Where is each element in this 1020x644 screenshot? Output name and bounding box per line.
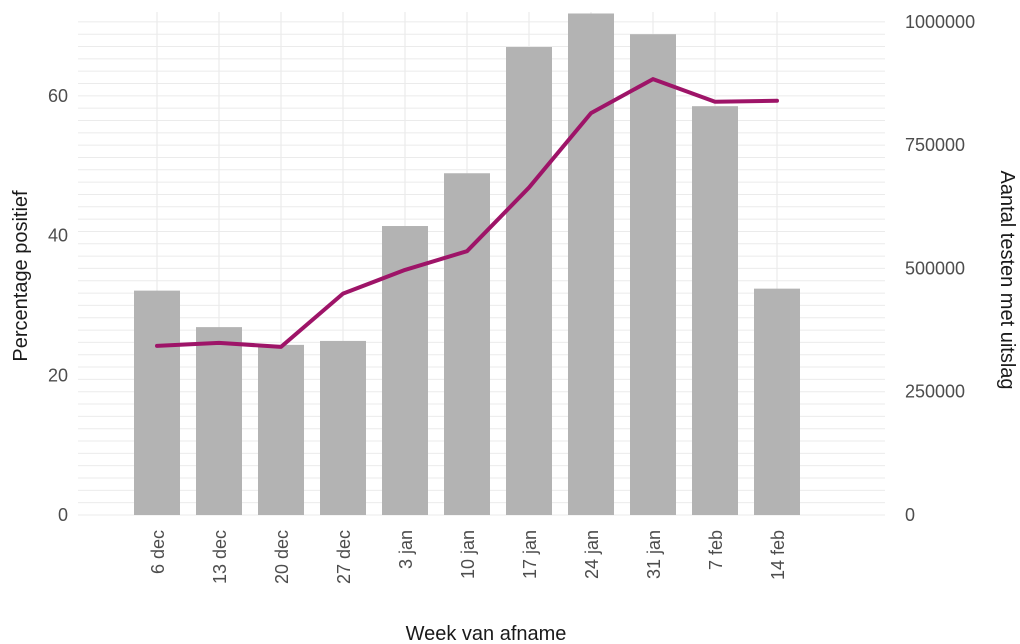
bar [754,288,800,515]
x-axis-ticks: 6 dec 13 dec 20 dec 27 dec 3 jan 10 jan 17 jan… [148,530,788,584]
left-tick-label: 40 [48,226,68,246]
right-tick-label: 1000000 [905,12,975,32]
x-axis-title: Week van afname [406,623,567,644]
left-axis-ticks: 0 20 40 60 [48,86,68,525]
bar [692,106,738,516]
bar [320,340,366,515]
left-tick-label: 60 [48,86,68,106]
left-tick-label: 20 [48,365,68,385]
bar-series [134,13,800,516]
x-tick-label: 24 jan [582,530,602,579]
x-tick-label: 14 feb [768,530,788,580]
line-series [155,77,779,349]
x-tick-label: 7 feb [706,530,726,570]
x-tick-label: 6 dec [148,530,168,574]
x-tick-label: 17 jan [520,530,540,579]
right-axis-title: Aantal testen met uitslag [996,170,1018,389]
bar [506,47,552,515]
bar [568,13,614,516]
bar [630,34,676,516]
bar [258,344,304,515]
bar [134,290,180,515]
right-tick-label: 500000 [905,258,965,278]
bar [196,327,242,515]
x-tick-label: 3 jan [396,530,416,569]
left-tick-label: 0 [58,505,68,525]
x-tick-label: 10 jan [458,530,478,579]
right-tick-label: 750000 [905,135,965,155]
right-tick-label: 250000 [905,382,965,402]
right-tick-label: 0 [905,505,915,525]
x-tick-label: 27 dec [334,530,354,584]
x-tick-label: 31 jan [644,530,664,579]
x-tick-label: 13 dec [210,530,230,584]
x-tick-label: 20 dec [272,530,292,584]
left-axis-title: Percentage positief [10,190,32,362]
bar [444,173,490,515]
right-axis-ticks: 0 250000 500000 750000 1000000 [905,12,975,525]
